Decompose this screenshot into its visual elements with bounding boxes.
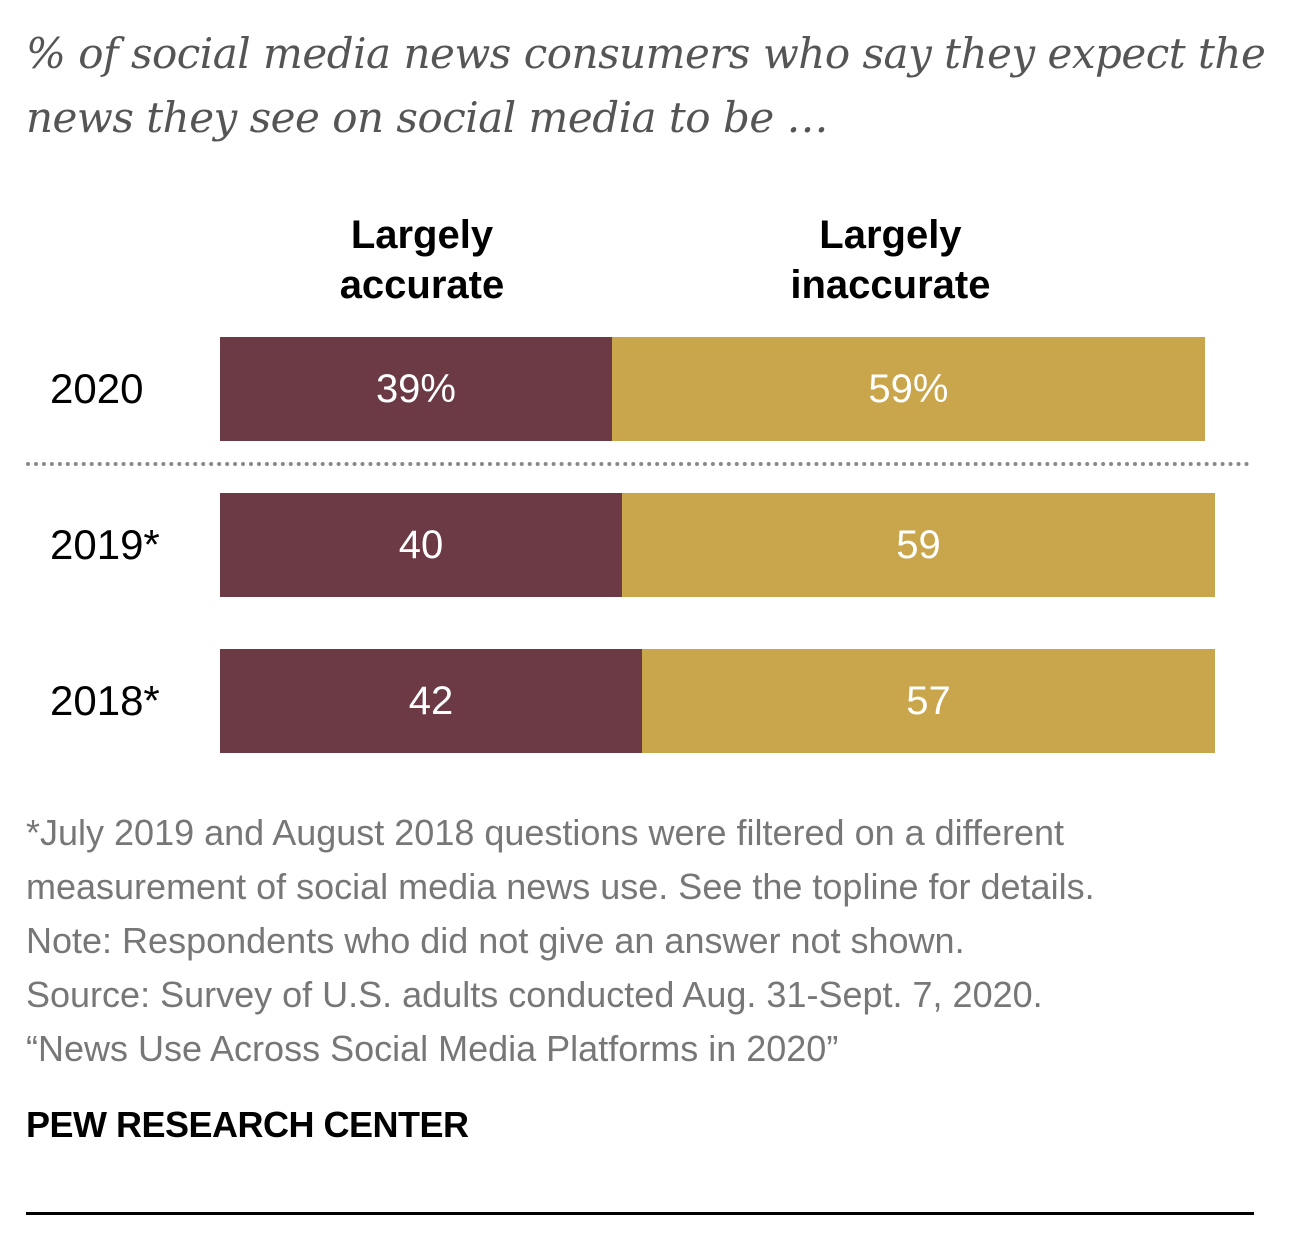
chart-notes: *July 2019 and August 2018 questions wer… [26,806,1276,1076]
row-label: 2019* [50,521,160,568]
note-line: Note: Respondents who did not give an an… [26,920,965,961]
note-line: measurement of social media news use. Se… [26,866,1095,907]
note-line: Source: Survey of U.S. adults conducted … [26,974,1043,1015]
bar-inaccurate: 59 [622,493,1215,597]
column-header-inaccurate-line1: Largely [819,213,962,257]
note-line: “News Use Across Social Media Platforms … [26,1028,839,1069]
bar-accurate: 40 [220,493,622,597]
bar-accurate: 39% [220,337,612,441]
bar-inaccurate: 57 [642,649,1215,753]
bar-inaccurate: 59% [611,337,1205,441]
dotted-divider [26,462,1250,466]
bar-inaccurate-label: 59 [896,522,941,567]
row-label: 2020 [50,365,144,412]
note-line: *July 2019 and August 2018 questions wer… [26,812,1065,853]
bar-accurate-label: 39% [375,366,456,411]
row-label: 2018* [50,677,160,724]
bar-accurate-label: 40 [398,522,444,567]
column-header-inaccurate-line2: inaccurate [790,263,991,307]
bottom-rule [26,1212,1254,1215]
bar-accurate: 42 [220,649,643,753]
column-header-accurate-line2: accurate [339,263,505,307]
column-header-inaccurate: Largely inaccurate [725,210,1055,310]
bar-inaccurate-label: 57 [906,678,951,723]
column-header-accurate-line1: Largely [350,213,494,257]
bar-inaccurate-label: 59% [868,366,949,411]
bar-accurate-label: 42 [408,678,454,723]
source-organization: PEW RESEARCH CENTER [26,1104,469,1145]
chart-subtitle: % of social media news consumers who say… [26,29,1266,142]
column-header-accurate: Largely accurate [257,210,587,310]
